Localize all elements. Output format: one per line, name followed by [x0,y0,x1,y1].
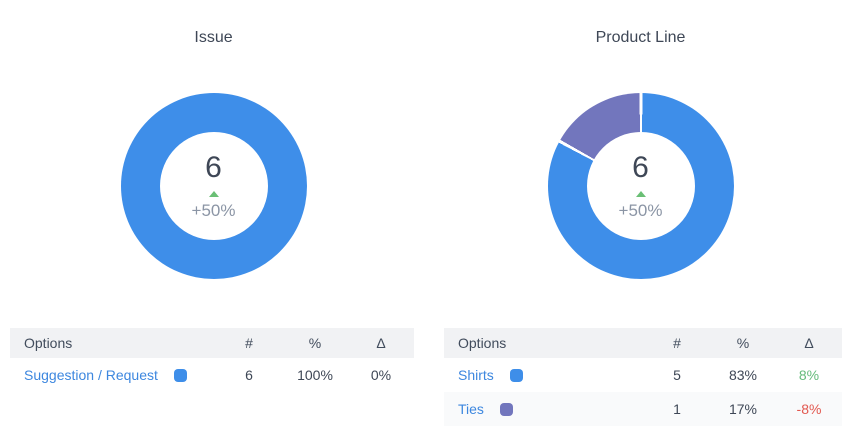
delta-cell: 8% [798,367,820,383]
chart-title-product-line: Product Line [595,29,686,46]
header-percent: % [282,328,348,358]
trend-delta-label: +50% [191,200,236,220]
count-cell: 5 [673,367,681,383]
count-cell: 6 [245,367,253,383]
survey-results-dashboard: Issue 6 +50% Options # % Δ [0,0,854,426]
header-percent: % [710,328,776,358]
chart-panel-issue: Issue 6 +50% Options # % Δ [0,0,427,426]
count-cell: 1 [673,401,681,417]
delta-cell: -8% [796,401,822,417]
percent-cell: 100% [297,367,333,383]
options-table-issue: Options # % Δ Suggestion / Request 6 100… [10,328,414,392]
header-delta: Δ [348,328,414,358]
delta-cell: 0% [370,367,392,383]
option-link[interactable]: Suggestion / Request [24,367,158,383]
chart-panel-product-line: Product Line 6 +50% Options # % Δ [427,0,854,426]
option-color-swatch [509,369,523,382]
trend-delta-label: +50% [618,200,663,220]
header-options: Options [10,328,216,358]
donut-area-product-line: 6 +50% [427,93,854,279]
header-count: # [216,328,282,358]
percent-cell: 83% [728,367,758,383]
total-count: 6 [205,150,222,184]
option-color-swatch [173,369,187,382]
option-color-swatch [499,403,513,416]
table-row-shirts[interactable]: Shirts 5 83% 8% [444,358,842,392]
trend-up-icon [635,190,646,197]
trend-up-icon [208,190,219,197]
percent-cell: 17% [728,401,758,417]
option-link[interactable]: Shirts [458,367,494,383]
options-table-product-line: Options # % Δ Shirts 5 83% 8% [444,328,842,426]
donut-area-issue: 6 +50% [0,93,427,279]
header-count: # [644,328,710,358]
header-delta: Δ [776,328,842,358]
table-header-row: Options # % Δ [10,328,414,358]
donut-center-issue: 6 +50% [159,132,268,240]
table-row-suggestion-request[interactable]: Suggestion / Request 6 100% 0% [10,358,414,392]
donut-center-product-line: 6 +50% [586,132,695,240]
total-count: 6 [632,150,649,184]
table-header-row: Options # % Δ [444,328,842,358]
donut-chart-product-line[interactable]: 6 +50% [547,93,734,279]
header-options: Options [444,328,644,358]
option-link[interactable]: Ties [458,401,484,417]
chart-title-issue: Issue [194,29,233,46]
table-row-ties[interactable]: Ties 1 17% -8% [444,392,842,426]
donut-chart-issue[interactable]: 6 +50% [120,93,307,279]
